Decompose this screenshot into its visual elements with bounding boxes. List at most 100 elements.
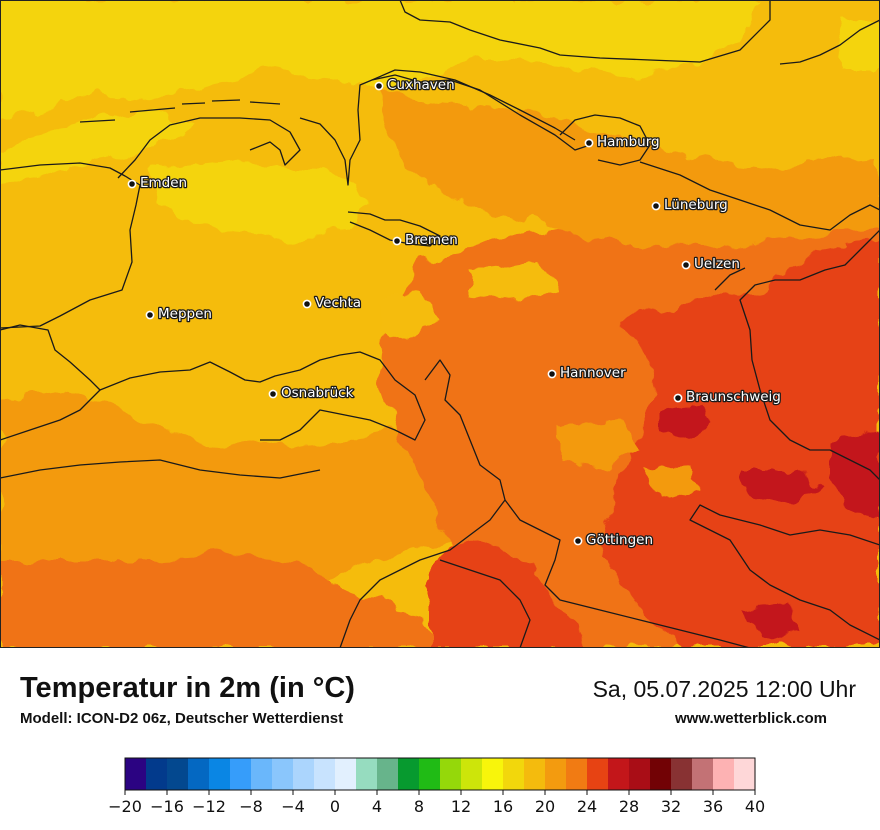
zone-t20-north — [380, 90, 880, 260]
zone-t24-east — [600, 240, 880, 648]
island-3 — [181, 102, 206, 105]
colorbar-swatch — [188, 758, 210, 790]
city-dot-icon — [673, 393, 683, 403]
city-dot-icon — [127, 179, 137, 189]
colorbar-swatch — [587, 758, 609, 790]
colorbar-tick-label: 24 — [577, 797, 597, 816]
zone-t18-patch2 — [380, 290, 440, 340]
colorbar-swatch — [293, 758, 315, 790]
colorbar-swatch — [314, 758, 336, 790]
city-label: Emden — [140, 175, 187, 191]
model-source: Modell: ICON-D2 06z, Deutscher Wetterdie… — [20, 710, 344, 727]
border-goettingen — [504, 499, 751, 648]
city-emden[interactable]: Emden — [127, 174, 188, 192]
zone-t16-north — [0, 0, 760, 118]
coastline-ems — [0, 162, 141, 329]
colorbar-tick-label: 12 — [451, 797, 471, 816]
city-lueneburg[interactable]: Lüneburg — [651, 196, 729, 214]
colorbar-swatch — [398, 758, 420, 790]
colorbar-swatch — [545, 758, 567, 790]
zone-t22-south — [0, 555, 440, 648]
colorbar-swatch — [146, 758, 168, 790]
colorbar-swatch — [356, 758, 378, 790]
island-1 — [79, 119, 116, 123]
coastline-weser — [299, 74, 591, 186]
border-southeast — [689, 504, 880, 641]
colorbar-tick-label: 28 — [619, 797, 639, 816]
colorbar-swatch — [167, 758, 189, 790]
colorbar-tick-label: −20 — [108, 797, 142, 816]
colorbar-swatch — [503, 758, 525, 790]
border-east — [739, 229, 880, 481]
city-osnabrueck[interactable]: Osnabrück — [268, 384, 355, 402]
colorbar-swatch — [461, 758, 483, 790]
colorbar-swatch — [650, 758, 672, 790]
city-label: Bremen — [405, 232, 458, 248]
city-dot-icon — [681, 260, 691, 270]
colorbar-tick-label: 40 — [745, 797, 765, 816]
city-meppen[interactable]: Meppen — [145, 305, 213, 323]
colorbar-swatch — [482, 758, 504, 790]
city-vechta[interactable]: Vechta — [302, 294, 362, 312]
border-east-ne — [639, 161, 880, 231]
colorbar-tick-label: −4 — [281, 797, 305, 816]
temperature-map: Cuxhaven Hamburg Emden Lüneburg Bremen U… — [0, 0, 880, 648]
colorbar-ticks: −20 −16 −12 −8 −4 0 4 8 12 16 20 24 28 32 36 40 — [108, 790, 765, 816]
colorbar-tick-label: 36 — [703, 797, 723, 816]
colorbar-swatch — [251, 758, 273, 790]
colorbar-tick-label: −12 — [192, 797, 226, 816]
colorbar-swatch — [629, 758, 651, 790]
zone-t26-patch — [740, 470, 820, 505]
colorbar-swatch — [566, 758, 588, 790]
zone-t20-patch — [560, 420, 640, 470]
colorbar-swatch — [608, 758, 630, 790]
colorbar-swatch — [209, 758, 231, 790]
city-label: Meppen — [158, 306, 212, 322]
colorbar-tick-label: 20 — [535, 797, 555, 816]
coastline-jade — [117, 117, 301, 179]
zone-t26-patch2 — [660, 405, 715, 440]
website-link[interactable]: www.wetterblick.com — [675, 710, 827, 727]
city-dot-icon — [145, 310, 155, 320]
border-osnabrueck — [99, 351, 426, 441]
colorbar-swatch — [440, 758, 462, 790]
city-cuxhaven[interactable]: Cuxhaven — [374, 76, 456, 94]
colorbar-swatch — [524, 758, 546, 790]
city-goettingen[interactable]: Göttingen — [573, 531, 654, 549]
border-hamburg — [559, 114, 651, 166]
border-bremen — [347, 211, 441, 247]
colorbar-frame — [124, 757, 756, 791]
city-bremen[interactable]: Bremen — [392, 231, 459, 249]
colorbar-swatch — [377, 758, 399, 790]
colorbar-tick-label: 8 — [414, 797, 424, 816]
colorbar-tick-label: 32 — [661, 797, 681, 816]
colorbar-swatch — [713, 758, 735, 790]
city-braunschweig[interactable]: Braunschweig — [673, 388, 782, 406]
city-uelzen[interactable]: Uelzen — [681, 255, 741, 273]
city-dot-icon — [547, 369, 557, 379]
zone-t24-south — [430, 540, 590, 648]
city-dot-icon — [651, 201, 661, 211]
city-label: Lüneburg — [664, 197, 728, 213]
colorbar-tick-label: −8 — [239, 797, 263, 816]
colorbar-swatch — [125, 758, 147, 790]
island-2 — [129, 107, 176, 113]
colorbar-swatch — [419, 758, 441, 790]
coastlines-and-borders — [0, 0, 880, 648]
colorbar-tick-label: 16 — [493, 797, 513, 816]
city-hamburg[interactable]: Hamburg — [584, 133, 661, 151]
zone-t26-patch3 — [740, 605, 800, 640]
city-label: Uelzen — [694, 256, 740, 272]
zone-t26-east — [830, 430, 880, 520]
zone-t20-patch2 — [640, 465, 700, 500]
border-south — [339, 359, 506, 648]
city-label: Hamburg — [597, 134, 660, 150]
border-east-mid — [714, 267, 746, 291]
city-dot-icon — [584, 138, 594, 148]
city-hannover[interactable]: Hannover — [547, 364, 627, 382]
city-label: Vechta — [315, 295, 361, 311]
city-label: Osnabrück — [281, 385, 354, 401]
city-dot-icon — [392, 236, 402, 246]
map-title: Temperatur in 2m (in °C) — [20, 672, 355, 704]
city-markers: Cuxhaven Hamburg Emden Lüneburg Bremen U… — [127, 76, 782, 549]
